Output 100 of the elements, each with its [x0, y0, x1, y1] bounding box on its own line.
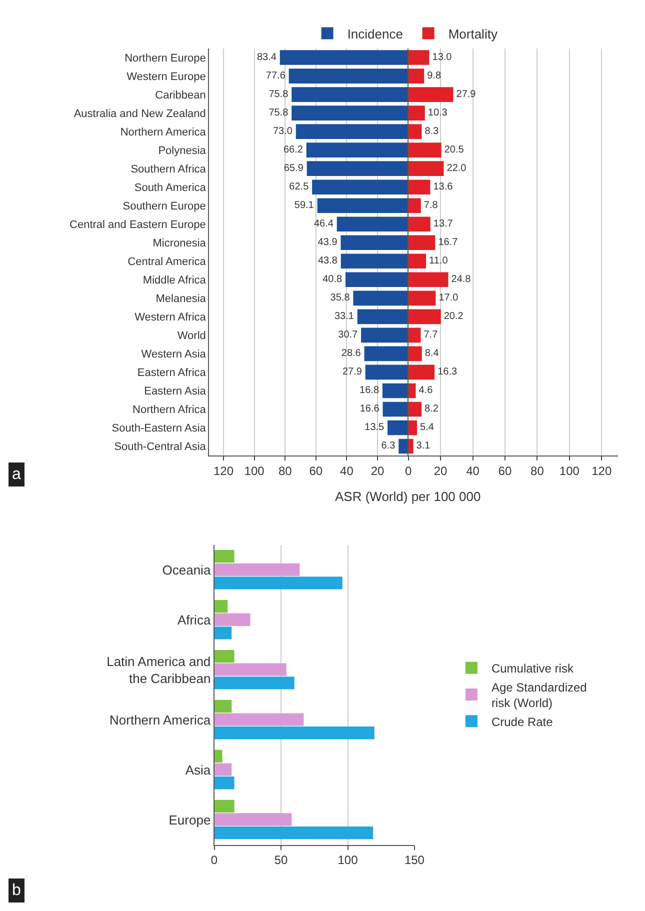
bar [408, 106, 425, 120]
y-tick-label: Southern Africa [130, 163, 207, 176]
data-label: 5.4 [420, 422, 434, 434]
data-label: 22.0 [446, 163, 467, 174]
x-tick-label: 20 [434, 464, 448, 478]
data-label: 16.8 [360, 385, 380, 396]
legend-label: Cumulative risk [491, 662, 574, 676]
data-label: 17.0 [438, 292, 459, 304]
bar [214, 550, 234, 563]
bar [214, 713, 304, 726]
bar [408, 254, 426, 269]
data-label: 75.8 [268, 108, 289, 119]
data-label: 20.2 [444, 311, 464, 322]
data-label: 77.6 [266, 70, 286, 82]
x-tick-label: 60 [498, 464, 512, 478]
legend-label: Crude Rate [491, 714, 554, 729]
data-label: 7.8 [424, 200, 438, 212]
bar [408, 180, 430, 195]
bar [408, 50, 430, 65]
data-label: 33.1 [334, 311, 354, 322]
data-label: 20.5 [444, 144, 464, 156]
y-tick-label: Melanesia [156, 293, 207, 306]
y-tick-label: Northern America [120, 126, 207, 138]
x-tick-label: 0 [210, 853, 218, 868]
y-tick-label: Northern Africa [132, 404, 207, 416]
bar [408, 328, 421, 343]
y-tick-label: Asia [185, 762, 212, 778]
data-label: 46.4 [314, 218, 334, 230]
x-tick-label: 60 [309, 464, 323, 478]
data-label: 43.8 [318, 256, 338, 267]
y-tick-label: Polynesia [158, 144, 207, 157]
data-label: 8.2 [424, 404, 439, 415]
data-label: 11.0 [429, 256, 448, 267]
data-label: 13.5 [364, 422, 385, 434]
y-tick-label: Western Asia [141, 348, 207, 361]
data-label: 10.3 [428, 108, 448, 119]
bar [408, 198, 421, 214]
data-label: 16.3 [438, 366, 458, 378]
bar [214, 563, 300, 576]
data-label: 13.7 [433, 218, 454, 230]
bar [214, 813, 292, 826]
x-tick-label: 150 [404, 853, 425, 868]
y-tick-label: South-Eastern Asia [112, 422, 207, 435]
data-label: 16.6 [360, 404, 380, 415]
data-label: 35.8 [330, 292, 350, 304]
x-axis-title: ASR (World) per 100 000 [335, 489, 481, 504]
data-label: 3.1 [416, 440, 431, 452]
y-tick-label: South America [134, 182, 207, 194]
y-tick-label: Southern Europe [122, 200, 206, 212]
y-tick-label: Micronesia [152, 237, 207, 250]
data-label: 24.8 [451, 274, 472, 286]
y-tick-label: Northern America [110, 712, 212, 728]
y-tick-label: Eastern Africa [137, 367, 207, 380]
data-label: 40.8 [322, 274, 342, 286]
bar [214, 626, 232, 640]
x-tick-label: 100 [338, 853, 358, 868]
y-tick-label: Western Europe [126, 70, 206, 83]
x-tick-label: 40 [466, 464, 480, 478]
x-tick-label: 100 [559, 464, 580, 478]
data-label: 9.8 [427, 70, 442, 82]
data-label: 59.1 [294, 200, 314, 212]
y-tick-label: Latin America and the Caribbean [106, 654, 211, 686]
y-tick-label: World [177, 330, 206, 342]
data-label: 65.9 [284, 163, 304, 174]
bar [214, 776, 234, 790]
data-label: 7.7 [424, 330, 438, 341]
data-label: 27.9 [456, 89, 476, 100]
y-tick-label: Oceania [162, 562, 212, 578]
x-tick-label: 0 [404, 464, 412, 478]
bar [214, 663, 286, 676]
data-label: 13.6 [433, 182, 454, 193]
y-tick-label: Africa [177, 612, 212, 628]
data-label: 13.0 [432, 52, 452, 64]
x-tick-label: 20 [370, 464, 385, 478]
data-label: 73.0 [273, 126, 293, 138]
data-label: 6.3 [381, 440, 396, 452]
bar [214, 800, 234, 813]
bar [408, 68, 424, 84]
text: b [12, 882, 21, 899]
y-tick-label: Northern Europe [124, 52, 206, 64]
y-tick-label: Central America [128, 256, 207, 268]
data-label: 62.5 [289, 182, 310, 193]
y-tick-label: Europe [168, 812, 211, 828]
bar [214, 750, 222, 763]
y-tick-label: Caribbean [155, 89, 206, 102]
legend-label: Mortality [448, 26, 498, 42]
x-tick-label: 120 [214, 464, 234, 478]
y-tick-label: South-Central Asia [114, 441, 207, 454]
data-label: 8.3 [424, 126, 440, 138]
bar [214, 700, 232, 713]
data-label: 16.7 [438, 237, 458, 248]
data-label: 4.6 [418, 385, 434, 396]
x-tick-label: 50 [274, 853, 288, 868]
y-tick-label: Australia and New Zealand [74, 108, 206, 120]
data-label: 83.4 [256, 52, 277, 64]
bar [214, 763, 232, 776]
bar [214, 676, 294, 690]
x-tick-label: 100 [244, 464, 265, 478]
y-tick-label: Central and Eastern Europe [70, 218, 206, 231]
data-label: 30.7 [338, 330, 358, 341]
